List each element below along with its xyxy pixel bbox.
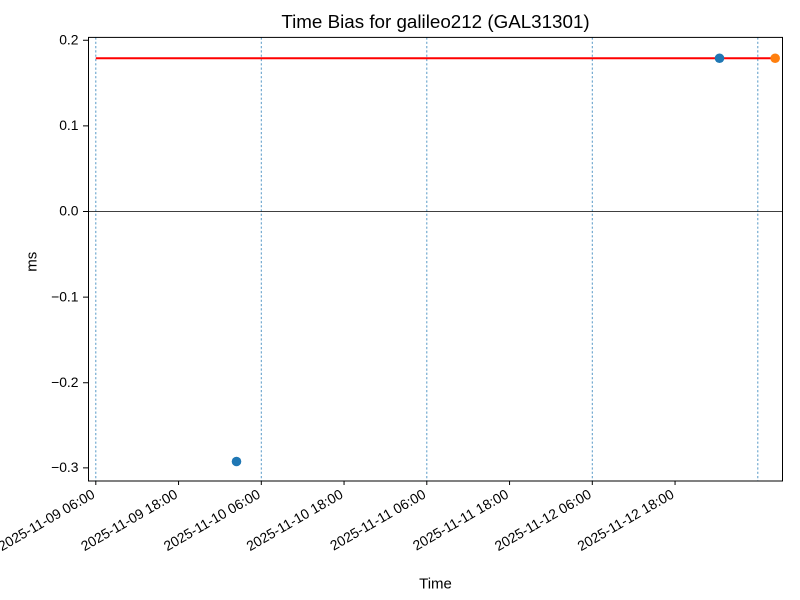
- svg-text:Time Bias for galileo212 (GAL3: Time Bias for galileo212 (GAL31301): [281, 11, 589, 32]
- svg-text:0.0: 0.0: [59, 203, 79, 219]
- svg-text:ms: ms: [24, 252, 41, 272]
- svg-text:−0.3: −0.3: [51, 459, 79, 475]
- svg-text:0.2: 0.2: [59, 32, 79, 48]
- svg-text:−0.1: −0.1: [51, 288, 79, 304]
- svg-text:Time: Time: [419, 576, 452, 593]
- svg-text:−0.2: −0.2: [51, 374, 79, 390]
- svg-text:0.1: 0.1: [59, 117, 79, 133]
